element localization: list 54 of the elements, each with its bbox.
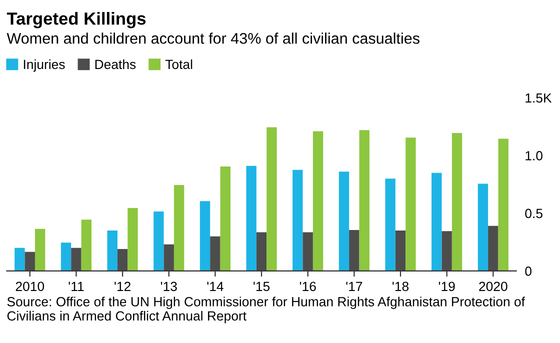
legend-label: Deaths — [95, 59, 136, 70]
x-tick-label: '18 — [392, 282, 409, 292]
bar — [395, 230, 406, 271]
bar — [478, 184, 488, 271]
bar — [154, 212, 164, 271]
bar — [164, 244, 174, 271]
bar — [24, 252, 35, 271]
bar — [266, 127, 277, 271]
x-tick-label: '19 — [438, 282, 455, 292]
bar — [174, 184, 184, 271]
bar — [14, 248, 25, 271]
bar — [200, 201, 210, 271]
legend-label: Injuries — [24, 59, 65, 72]
bar — [498, 138, 508, 271]
source-note: Source: Office of the UN High Commissioner for Human Rights Afghanistan Protection of Civilians in Armed Conflict Annual Report — [7, 296, 525, 324]
bar — [71, 248, 82, 271]
bar — [81, 220, 92, 271]
bar — [256, 232, 267, 271]
x-tick-label: '15 — [254, 282, 270, 292]
y-tick-label: 0 — [525, 266, 532, 276]
x-tick-label: '12 — [114, 282, 130, 291]
bar — [220, 166, 230, 271]
bar — [488, 226, 498, 271]
x-tick-label: 2010 — [16, 282, 44, 292]
x-tick-label: 2020 — [479, 282, 508, 292]
bar — [128, 208, 138, 271]
bar — [107, 230, 118, 271]
bar — [34, 228, 46, 271]
bar — [338, 172, 350, 271]
bar — [385, 178, 396, 271]
bar — [349, 230, 360, 271]
x-tick-label: '13 — [160, 282, 177, 292]
bar — [246, 166, 256, 271]
bar — [60, 242, 72, 271]
x-tick-label: '14 — [207, 282, 224, 291]
bar — [406, 138, 416, 271]
bar — [359, 130, 370, 271]
bar — [292, 170, 303, 271]
chart-title: Targeted Killings — [6, 12, 146, 28]
y-tick-label: 1.5K — [526, 93, 552, 103]
bar — [302, 232, 313, 271]
x-tick-label: '17 — [346, 282, 362, 291]
bar — [210, 236, 220, 271]
bar — [117, 249, 128, 271]
bar — [432, 172, 442, 271]
legend-label: Total — [165, 59, 192, 70]
y-tick-label: 1.0 — [526, 151, 542, 160]
bar — [452, 132, 462, 271]
y-tick-label: 0.5 — [525, 208, 542, 218]
bar — [442, 231, 452, 271]
x-tick-label: '11 — [68, 282, 84, 291]
chart-subtitle: Women and children account for 43% of all civilian casualties — [6, 32, 420, 44]
bar — [312, 131, 324, 271]
x-tick-label: '16 — [300, 282, 316, 292]
